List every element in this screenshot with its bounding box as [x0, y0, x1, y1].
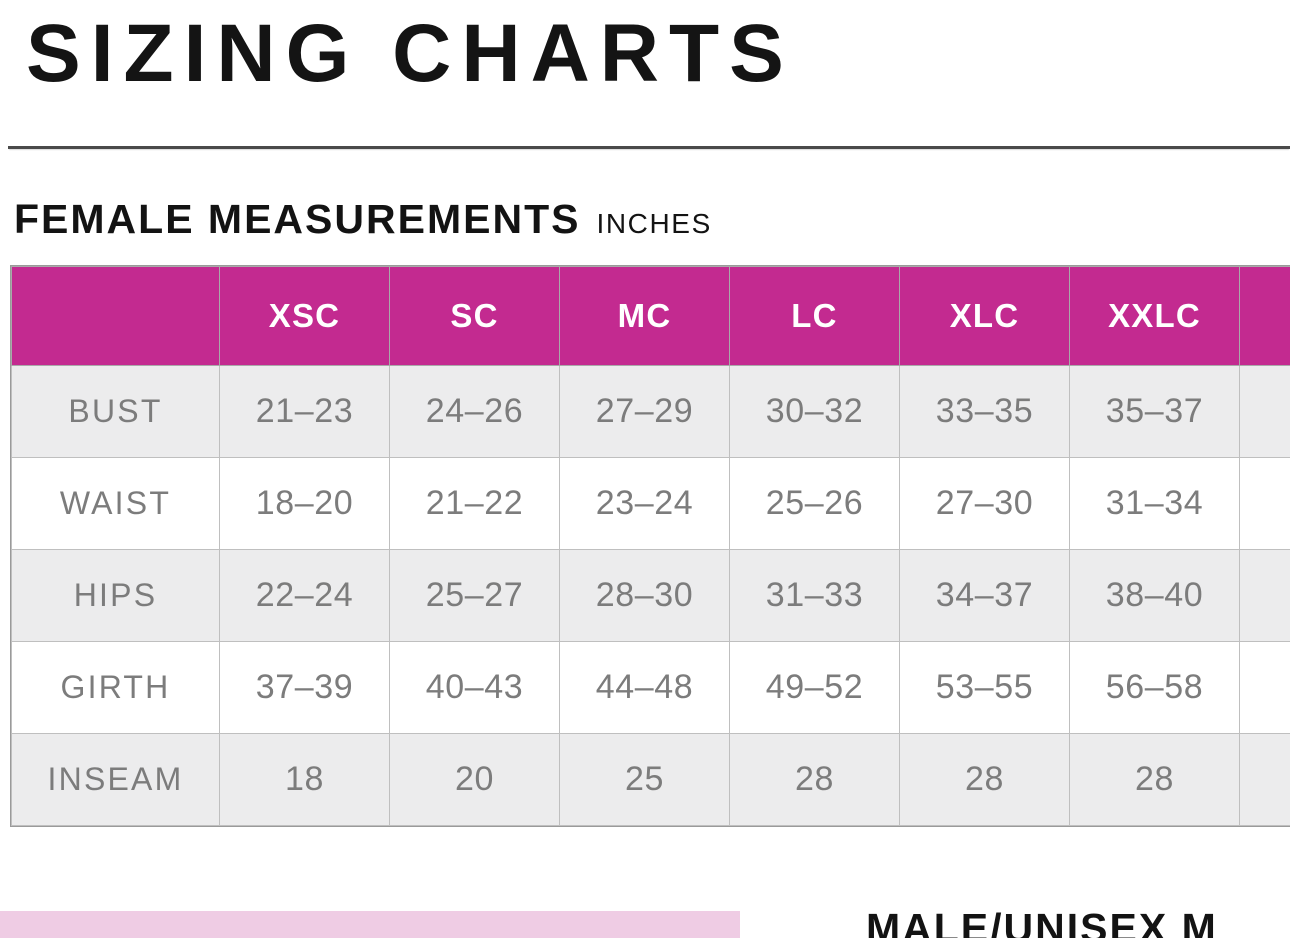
female-section-units-label: INCHES	[596, 208, 712, 239]
cell-hips-mc: 28–30	[559, 549, 730, 642]
table-corner-cell	[11, 266, 220, 366]
cell-inseam-mc: 25	[559, 733, 730, 826]
female-section-heading: FEMALE MEASUREMENTS INCHES	[14, 196, 712, 243]
cell-inseam-lc: 28	[729, 733, 900, 826]
column-header-xxlc: XXLC	[1069, 266, 1240, 366]
table-row: WAIST 18–20 21–22 23–24 25–26 27–30 31–3…	[11, 457, 1290, 550]
male-section-heading: MALE/UNISEX M	[866, 905, 1218, 938]
cell-hips-xxlc: 38–40	[1069, 549, 1240, 642]
cell-bust-xsc: 21–23	[219, 365, 390, 458]
female-section-heading-label: FEMALE MEASUREMENTS	[14, 196, 581, 242]
cell-waist-lc: 25–26	[729, 457, 900, 550]
table-row: HIPS 22–24 25–27 28–30 31–33 34–37 38–40…	[11, 549, 1290, 642]
cell-waist-sc: 21–22	[389, 457, 560, 550]
column-header-mc: MC	[559, 266, 730, 366]
cell-bust-sc: 24–26	[389, 365, 560, 458]
cell-girth-xsc: 37–39	[219, 641, 390, 734]
column-header-lc: LC	[729, 266, 900, 366]
table-row: BUST 21–23 24–26 27–29 30–32 33–35 35–37…	[11, 365, 1290, 458]
cell-girth-mc: 44–48	[559, 641, 730, 734]
column-header-xsc: XSC	[219, 266, 390, 366]
cell-girth-xxlc: 56–58	[1069, 641, 1240, 734]
cell-bust-clipped: 3	[1239, 365, 1290, 458]
title-divider	[8, 146, 1290, 149]
pink-callout-band	[0, 911, 740, 938]
cell-girth-clipped: 5	[1239, 641, 1290, 734]
cell-bust-mc: 27–29	[559, 365, 730, 458]
cell-bust-xlc: 33–35	[899, 365, 1070, 458]
cell-hips-xlc: 34–37	[899, 549, 1070, 642]
page-title: SIZING CHARTS	[26, 8, 794, 99]
cell-inseam-sc: 20	[389, 733, 560, 826]
cell-waist-xsc: 18–20	[219, 457, 390, 550]
cell-inseam-clipped	[1239, 733, 1290, 826]
cell-inseam-xxlc: 28	[1069, 733, 1240, 826]
cell-girth-xlc: 53–55	[899, 641, 1070, 734]
cell-hips-xsc: 22–24	[219, 549, 390, 642]
column-header-clipped: 3	[1239, 266, 1290, 366]
cell-girth-sc: 40–43	[389, 641, 560, 734]
female-measurements-table-container: XSC SC MC LC XLC XXLC 3 BUST 21–23 24–26…	[10, 265, 1290, 827]
row-label-hips: HIPS	[11, 549, 220, 642]
cell-waist-clipped: 2	[1239, 457, 1290, 550]
cell-bust-xxlc: 35–37	[1069, 365, 1240, 458]
table-header-row: XSC SC MC LC XLC XXLC 3	[11, 266, 1290, 366]
female-measurements-table: XSC SC MC LC XLC XXLC 3 BUST 21–23 24–26…	[11, 266, 1290, 826]
row-label-bust: BUST	[11, 365, 220, 458]
cell-hips-clipped: 3	[1239, 549, 1290, 642]
table-body: BUST 21–23 24–26 27–29 30–32 33–35 35–37…	[11, 365, 1290, 826]
table-header: XSC SC MC LC XLC XXLC 3	[11, 266, 1290, 366]
row-label-waist: WAIST	[11, 457, 220, 550]
cell-inseam-xlc: 28	[899, 733, 1070, 826]
cell-hips-sc: 25–27	[389, 549, 560, 642]
row-label-girth: GIRTH	[11, 641, 220, 734]
table-row: GIRTH 37–39 40–43 44–48 49–52 53–55 56–5…	[11, 641, 1290, 734]
row-label-inseam: INSEAM	[11, 733, 220, 826]
cell-waist-mc: 23–24	[559, 457, 730, 550]
cell-waist-xxlc: 31–34	[1069, 457, 1240, 550]
cell-bust-lc: 30–32	[729, 365, 900, 458]
column-header-xlc: XLC	[899, 266, 1070, 366]
cell-waist-xlc: 27–30	[899, 457, 1070, 550]
cell-inseam-xsc: 18	[219, 733, 390, 826]
column-header-sc: SC	[389, 266, 560, 366]
table-row: INSEAM 18 20 25 28 28 28	[11, 733, 1290, 826]
cell-hips-lc: 31–33	[729, 549, 900, 642]
cell-girth-lc: 49–52	[729, 641, 900, 734]
